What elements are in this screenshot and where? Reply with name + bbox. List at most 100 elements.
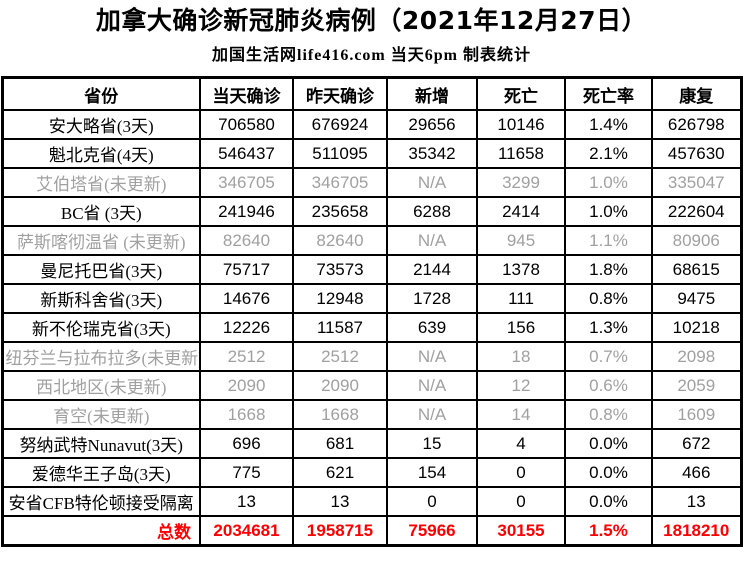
cell-province: 曼尼托巴省(3天) (1, 254, 201, 285)
cell-deaths: 14 (476, 399, 566, 430)
cell-deaths: 12 (476, 370, 566, 401)
cell-yesterday: 621 (292, 457, 388, 488)
cell-death-rate: 0.8% (564, 283, 653, 314)
cell-recovered: 1609 (651, 399, 742, 430)
cell-yesterday: 13 (292, 486, 388, 517)
cell-deaths: 11658 (476, 138, 566, 169)
cell-today: 2090 (199, 370, 294, 401)
cell-yesterday: 676924 (292, 109, 388, 140)
cell-deaths: 0 (476, 457, 566, 488)
cell-new: 2144 (386, 254, 478, 285)
total-label: 总数 (1, 515, 201, 547)
cell-yesterday: 73573 (292, 254, 388, 285)
column-header-deaths: 死亡 (476, 76, 566, 111)
table-row: 纽芬兰与拉布拉多(未更新) 2512 2512 N/A 18 0.7% 2098 (1, 341, 742, 372)
total-recovered: 1818210 (651, 515, 742, 547)
cell-death-rate: 0.7% (564, 341, 653, 372)
cell-deaths: 18 (476, 341, 566, 372)
cell-new: 154 (386, 457, 478, 488)
total-today: 2034681 (199, 515, 294, 547)
table-row: 新不伦瑞克省(3天) 12226 11587 639 156 1.3% 1021… (1, 312, 742, 343)
table-row: 安省CFB特伦顿接受隔离 13 13 0 0 0.0% 13 (1, 486, 742, 517)
table-row: 新斯科舍省(3天) 14676 12948 1728 111 0.8% 9475 (1, 283, 742, 314)
cell-deaths: 111 (476, 283, 566, 314)
cell-death-rate: 0.0% (564, 428, 653, 459)
cell-recovered: 9475 (651, 283, 742, 314)
column-header-today: 当天确诊 (199, 76, 294, 111)
cell-recovered: 457630 (651, 138, 742, 169)
cell-yesterday: 2090 (292, 370, 388, 401)
cell-yesterday: 11587 (292, 312, 388, 343)
table-row: 西北地区(未更新) 2090 2090 N/A 12 0.6% 2059 (1, 370, 742, 401)
cell-today: 2512 (199, 341, 294, 372)
cell-recovered: 80906 (651, 225, 742, 256)
cell-today: 546437 (199, 138, 294, 169)
cell-new: N/A (386, 370, 478, 401)
cell-recovered: 68615 (651, 254, 742, 285)
table-row: 曼尼托巴省(3天) 75717 73573 2144 1378 1.8% 686… (1, 254, 742, 285)
cell-deaths: 3299 (476, 167, 566, 198)
cell-death-rate: 1.0% (564, 167, 653, 198)
cell-recovered: 335047 (651, 167, 742, 198)
cell-today: 696 (199, 428, 294, 459)
table-row: 萨斯喀彻温省 (未更新) 82640 82640 N/A 945 1.1% 80… (1, 225, 742, 256)
cell-province: 魁北克省(4天) (1, 138, 201, 169)
cell-province: 纽芬兰与拉布拉多(未更新) (1, 341, 201, 372)
cell-new: N/A (386, 167, 478, 198)
table-row: 魁北克省(4天) 546437 511095 35342 11658 2.1% … (1, 138, 742, 169)
cell-today: 346705 (199, 167, 294, 198)
cell-deaths: 10146 (476, 109, 566, 140)
cell-yesterday: 82640 (292, 225, 388, 256)
cell-today: 12226 (199, 312, 294, 343)
cell-deaths: 156 (476, 312, 566, 343)
cell-new: 6288 (386, 196, 478, 227)
table-row: 育空(未更新) 1668 1668 N/A 14 0.8% 1609 (1, 399, 742, 430)
cell-recovered: 2098 (651, 341, 742, 372)
cell-new: 35342 (386, 138, 478, 169)
cell-recovered: 2059 (651, 370, 742, 401)
cell-today: 14676 (199, 283, 294, 314)
table-row: 艾伯塔省(未更新) 346705 346705 N/A 3299 1.0% 33… (1, 167, 742, 198)
cell-province: 爱德华王子岛(3天) (1, 457, 201, 488)
cell-new: N/A (386, 225, 478, 256)
cell-yesterday: 235658 (292, 196, 388, 227)
cell-death-rate: 1.1% (564, 225, 653, 256)
cell-recovered: 13 (651, 486, 742, 517)
cell-today: 75717 (199, 254, 294, 285)
covid-stats-table: 省份 当天确诊 昨天确诊 新增 死亡 死亡率 康复 安大略省(3天) 70658… (0, 76, 743, 547)
column-header-province: 省份 (1, 76, 201, 111)
cell-province: 新斯科舍省(3天) (1, 283, 201, 314)
cell-new: 639 (386, 312, 478, 343)
column-header-new: 新增 (386, 76, 478, 111)
table-row: BC省 (3天) 241946 235658 6288 2414 1.0% 22… (1, 196, 742, 227)
cell-today: 13 (199, 486, 294, 517)
cell-province: 安大略省(3天) (1, 109, 201, 140)
page-title: 加拿大确诊新冠肺炎病例（2021年12月27日） (95, 6, 648, 35)
cell-yesterday: 681 (292, 428, 388, 459)
cell-province: 艾伯塔省(未更新) (1, 167, 201, 198)
cell-death-rate: 2.1% (564, 138, 653, 169)
cell-province: 新不伦瑞克省(3天) (1, 312, 201, 343)
cell-province: 安省CFB特伦顿接受隔离 (1, 486, 201, 517)
cell-recovered: 672 (651, 428, 742, 459)
table-row: 努纳武特Nunavut(3天) 696 681 15 4 0.0% 672 (1, 428, 742, 459)
cell-deaths: 1378 (476, 254, 566, 285)
total-row: 总数 2034681 1958715 75966 30155 1.5% 1818… (1, 515, 742, 547)
column-header-yesterday: 昨天确诊 (292, 76, 388, 111)
cell-today: 82640 (199, 225, 294, 256)
cell-death-rate: 0.8% (564, 399, 653, 430)
cell-recovered: 466 (651, 457, 742, 488)
cell-province: 萨斯喀彻温省 (未更新) (1, 225, 201, 256)
page-subtitle: 加国生活网life416.com 当天6pm 制表统计 (212, 47, 531, 64)
cell-death-rate: 1.3% (564, 312, 653, 343)
header-row: 省份 当天确诊 昨天确诊 新增 死亡 死亡率 康复 (1, 76, 742, 111)
total-yesterday: 1958715 (292, 515, 388, 547)
cell-today: 706580 (199, 109, 294, 140)
cell-today: 775 (199, 457, 294, 488)
cell-new: N/A (386, 399, 478, 430)
column-header-recovered: 康复 (651, 76, 742, 111)
cell-deaths: 945 (476, 225, 566, 256)
cell-new: 15 (386, 428, 478, 459)
cell-death-rate: 1.8% (564, 254, 653, 285)
cell-death-rate: 0.6% (564, 370, 653, 401)
